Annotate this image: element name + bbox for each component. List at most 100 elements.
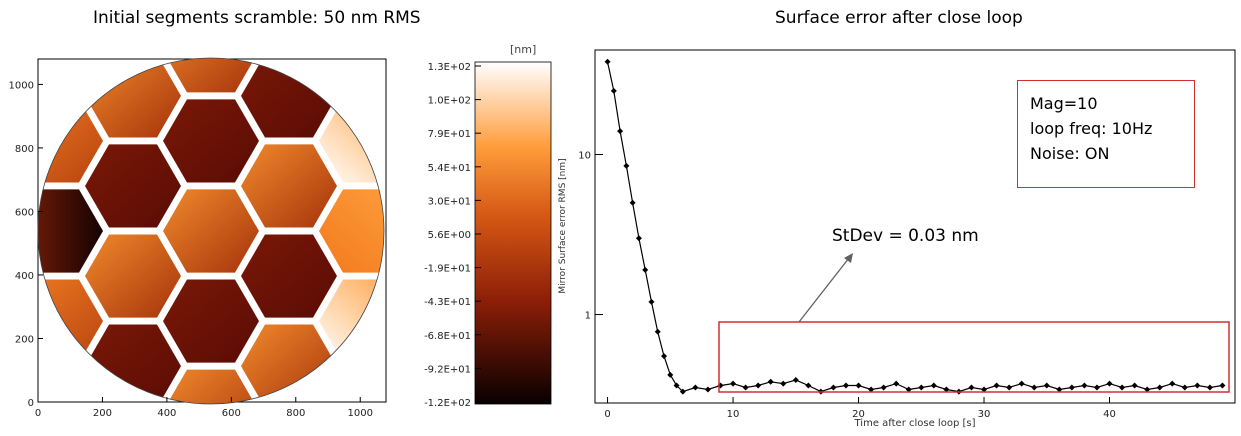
colorbar-tick-label: 1.3E+02 bbox=[428, 62, 471, 73]
segment-y-ticks: 0 200 400 600 800 1000 bbox=[9, 80, 43, 409]
mirror-segment bbox=[163, 189, 259, 273]
data-point bbox=[635, 235, 642, 242]
data-point bbox=[642, 266, 649, 273]
x-tick-label: 1000 bbox=[347, 408, 372, 419]
data-point bbox=[981, 386, 988, 393]
segment-x-ticks: 0 200 400 600 800 1000 bbox=[35, 397, 373, 419]
data-point bbox=[1068, 384, 1075, 391]
info-noise: Noise: ON bbox=[1030, 144, 1110, 163]
data-point bbox=[930, 382, 937, 389]
x-tick-label: 600 bbox=[222, 408, 241, 419]
colorbar-svg: [nm] 1.3E+02 1.0E+02 7.9E+01 5.4E+01 3.0E+01… bbox=[424, 43, 552, 409]
mirror-segment bbox=[163, 58, 259, 93]
timeseries-panel: Mirror Surface error RMS [nm] Time after… bbox=[555, 40, 1241, 432]
mirror-segment bbox=[241, 234, 337, 318]
data-point bbox=[654, 328, 661, 335]
data-point bbox=[1169, 380, 1176, 387]
annotation-arrow bbox=[798, 257, 850, 323]
colorbar-tick-label: -6.8E+01 bbox=[424, 331, 471, 342]
timeseries-svg: Mirror Surface error RMS [nm] Time after… bbox=[558, 49, 1236, 429]
y-tick-label: 10 bbox=[578, 151, 591, 162]
data-point bbox=[704, 386, 711, 393]
data-point bbox=[617, 128, 624, 135]
data-point bbox=[742, 384, 749, 391]
segment-map-panel: 0 200 400 600 800 1000 0 200 400 600 800 1000 bbox=[0, 45, 400, 432]
info-mag: Mag=10 bbox=[1030, 94, 1098, 113]
timeseries-x-ticks: 0 10 20 30 40 bbox=[604, 397, 1116, 420]
data-point bbox=[868, 386, 875, 393]
x-tick-label: 400 bbox=[157, 408, 176, 419]
y-tick-label: 200 bbox=[15, 334, 34, 345]
data-point bbox=[610, 87, 617, 94]
y-tick-label: 800 bbox=[15, 144, 34, 155]
data-point bbox=[667, 371, 674, 378]
data-point bbox=[1194, 382, 1201, 389]
x-tick-label: 10 bbox=[727, 409, 740, 420]
mirror-segment bbox=[38, 189, 103, 273]
mirror-outline bbox=[37, 57, 385, 405]
data-point bbox=[730, 380, 737, 387]
data-point bbox=[918, 384, 925, 391]
x-axis-label: Time after close loop [s] bbox=[854, 418, 976, 429]
mirror-segment bbox=[241, 144, 337, 228]
data-point bbox=[1106, 380, 1113, 387]
data-point bbox=[905, 386, 912, 393]
data-point bbox=[855, 382, 862, 389]
data-point bbox=[1206, 384, 1213, 391]
steady-state-box bbox=[718, 321, 1230, 393]
timeseries-y-ticks: 1 10 bbox=[578, 151, 603, 322]
x-tick-label: 20 bbox=[852, 409, 865, 420]
data-point bbox=[1031, 384, 1038, 391]
colorbar-gradient bbox=[474, 61, 552, 405]
colorbar-tick-label: -4.3E+01 bbox=[424, 297, 471, 308]
colorbar-tick-label: -1.2E+02 bbox=[424, 398, 471, 409]
x-tick-label: 800 bbox=[286, 408, 305, 419]
segment-map-svg: 0 200 400 600 800 1000 0 200 400 600 800 1000 bbox=[9, 57, 387, 419]
x-tick-label: 0 bbox=[604, 409, 610, 420]
info-loop-freq: loop freq: 10Hz bbox=[1030, 119, 1153, 138]
mirror-segments bbox=[38, 58, 384, 404]
data-point bbox=[1156, 384, 1163, 391]
info-box: Mag=10 loop freq: 10Hz Noise: ON bbox=[1017, 80, 1195, 188]
x-tick-label: 200 bbox=[93, 408, 112, 419]
data-point bbox=[805, 382, 812, 389]
colorbar-tick-label: 5.6E+00 bbox=[428, 230, 471, 241]
colorbar-panel: [nm] 1.3E+02 1.0E+02 7.9E+01 5.4E+01 3.0E+01… bbox=[415, 40, 565, 410]
data-point bbox=[648, 298, 655, 305]
data-point bbox=[842, 382, 849, 389]
y-tick-label: 600 bbox=[15, 207, 34, 218]
colorbar-tick-label: 7.9E+01 bbox=[428, 129, 471, 140]
mirror-segment bbox=[319, 189, 384, 273]
data-point bbox=[629, 199, 636, 206]
data-point bbox=[1043, 382, 1050, 389]
data-point bbox=[880, 384, 887, 391]
y-axis-label: Mirror Surface error RMS [nm] bbox=[558, 158, 568, 293]
colorbar-tick-label: -1.9E+01 bbox=[424, 264, 471, 275]
data-point bbox=[1018, 380, 1025, 387]
data-point bbox=[830, 384, 837, 391]
mirror-segment bbox=[163, 99, 259, 183]
series-line bbox=[604, 58, 1226, 395]
data-point bbox=[661, 353, 668, 360]
data-point bbox=[1093, 384, 1100, 391]
left-chart-title: Initial segments scramble: 50 nm RMS bbox=[93, 8, 421, 28]
data-point bbox=[968, 384, 975, 391]
y-tick-label: 1000 bbox=[9, 80, 34, 91]
data-point bbox=[604, 58, 611, 65]
data-point bbox=[692, 384, 699, 391]
timeseries-frame bbox=[594, 49, 1236, 404]
mirror-segment bbox=[163, 369, 259, 404]
data-point bbox=[1144, 386, 1151, 393]
mirror-segment bbox=[163, 279, 259, 363]
data-point bbox=[780, 380, 787, 387]
arrow-head bbox=[844, 253, 853, 263]
mirror-segment bbox=[85, 234, 181, 318]
mirror-segment bbox=[85, 144, 181, 228]
y-tick-label: 0 bbox=[28, 398, 34, 409]
data-point bbox=[673, 382, 680, 389]
colorbar-tick-label: 5.4E+01 bbox=[428, 163, 471, 174]
colorbar-ticks: 1.3E+02 1.0E+02 7.9E+01 5.4E+01 3.0E+01 5.6E+… bbox=[424, 62, 481, 409]
x-tick-label: 0 bbox=[35, 408, 41, 419]
data-point bbox=[1006, 384, 1013, 391]
right-chart-title: Surface error after close loop bbox=[775, 8, 1023, 28]
